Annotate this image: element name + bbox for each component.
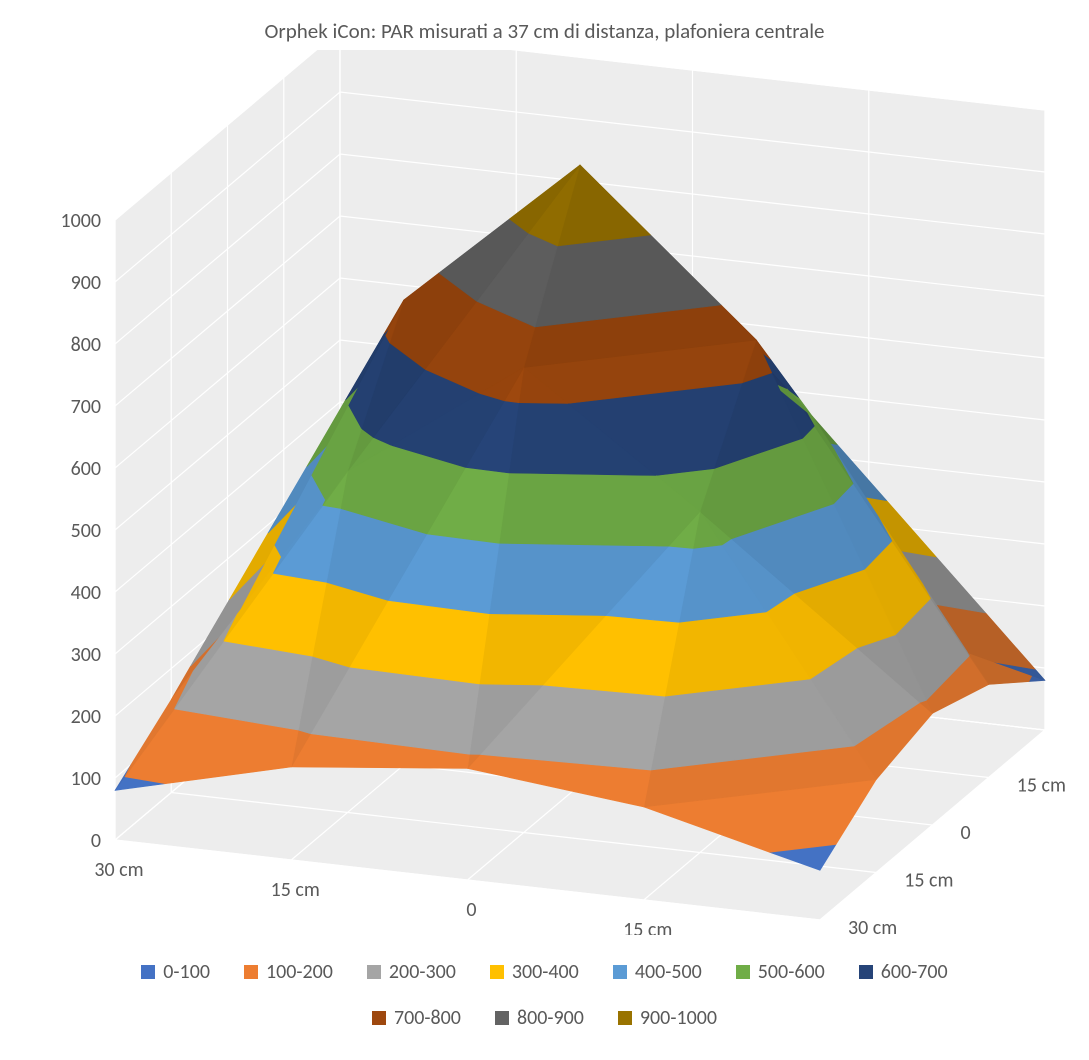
legend-swatch bbox=[367, 965, 381, 979]
svg-text:300: 300 bbox=[71, 643, 101, 667]
surface-svg: 0 100 200 300 400 500 600 700 800 900 1000 30 cm 15 … bbox=[20, 50, 1069, 935]
legend-swatch bbox=[613, 965, 627, 979]
svg-text:100: 100 bbox=[71, 767, 101, 791]
svg-text:400: 400 bbox=[71, 581, 101, 605]
chart-frame: Orphek iCon: PAR misurati a 37 cm di dis… bbox=[0, 0, 1089, 1060]
legend-label: 700-800 bbox=[394, 1006, 461, 1030]
svg-text:15 cm: 15 cm bbox=[623, 918, 672, 935]
svg-text:800: 800 bbox=[71, 333, 101, 357]
legend-item: 900-1000 bbox=[618, 1006, 717, 1030]
svg-text:30 cm: 30 cm bbox=[94, 858, 143, 882]
svg-text:200: 200 bbox=[71, 705, 101, 729]
legend-label: 800-900 bbox=[517, 1006, 584, 1030]
svg-text:15 cm: 15 cm bbox=[1017, 774, 1066, 798]
legend-label: 400-500 bbox=[635, 960, 702, 984]
legend-item: 700-800 bbox=[372, 1006, 461, 1030]
chart-title: Orphek iCon: PAR misurati a 37 cm di dis… bbox=[20, 18, 1069, 44]
legend-label: 900-1000 bbox=[640, 1006, 717, 1030]
legend-label: 100-200 bbox=[266, 960, 333, 984]
svg-text:600: 600 bbox=[71, 457, 101, 481]
legend-item: 800-900 bbox=[495, 1006, 584, 1030]
legend-swatch bbox=[141, 965, 155, 979]
svg-text:700: 700 bbox=[71, 395, 101, 419]
svg-text:30 cm: 30 cm bbox=[848, 916, 897, 935]
svg-text:0: 0 bbox=[961, 821, 971, 845]
legend-item: 300-400 bbox=[490, 960, 579, 984]
svg-text:900: 900 bbox=[71, 271, 101, 295]
legend-item: 100-200 bbox=[244, 960, 333, 984]
svg-text:0: 0 bbox=[466, 898, 476, 922]
legend-swatch bbox=[859, 965, 873, 979]
legend-item: 500-600 bbox=[736, 960, 825, 984]
plot-area: 0 100 200 300 400 500 600 700 800 900 1000 30 cm 15 … bbox=[20, 50, 1069, 950]
legend-swatch bbox=[244, 965, 258, 979]
legend-label: 300-400 bbox=[512, 960, 579, 984]
legend-swatch bbox=[372, 1011, 386, 1025]
legend-label: 200-300 bbox=[389, 960, 456, 984]
legend-label: 600-700 bbox=[881, 960, 948, 984]
legend-label: 500-600 bbox=[758, 960, 825, 984]
legend-item: 0-100 bbox=[141, 960, 210, 984]
svg-text:1000: 1000 bbox=[60, 209, 101, 233]
svg-text:15 cm: 15 cm bbox=[904, 869, 953, 893]
legend: 0-100 100-200 200-300 300-400 400-500 500-600… bbox=[20, 960, 1069, 1030]
legend-swatch bbox=[736, 965, 750, 979]
legend-swatch bbox=[490, 965, 504, 979]
legend-item: 400-500 bbox=[613, 960, 702, 984]
legend-item: 200-300 bbox=[367, 960, 456, 984]
svg-text:500: 500 bbox=[71, 519, 101, 543]
legend-swatch bbox=[618, 1011, 632, 1025]
legend-item: 600-700 bbox=[859, 960, 948, 984]
svg-text:0: 0 bbox=[91, 829, 101, 853]
legend-swatch bbox=[495, 1011, 509, 1025]
legend-label: 0-100 bbox=[163, 960, 210, 984]
svg-text:15 cm: 15 cm bbox=[271, 878, 320, 902]
